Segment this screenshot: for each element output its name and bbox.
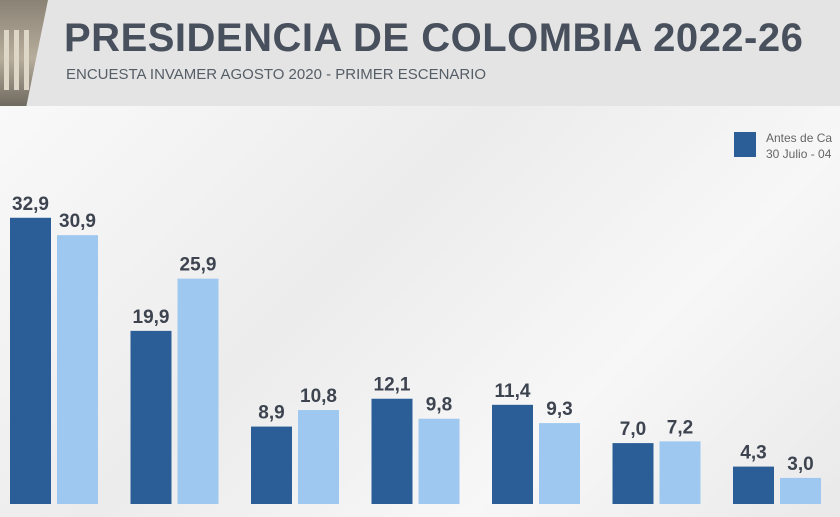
bar-series-1-group-7	[733, 466, 774, 504]
legend: Antes de Ca 30 Julio - 04	[734, 131, 832, 161]
page-title: PRESIDENCIA DE COLOMBIA 2022-26	[64, 16, 804, 60]
data-label-series-1-group-2: 19,9	[133, 307, 170, 328]
data-label-series-2-group-3: 10,8	[300, 386, 337, 407]
data-label-series-1-group-3: 8,9	[258, 403, 284, 424]
page-subtitle: ENCUESTA INVAMER AGOSTO 2020 - PRIMER ES…	[66, 66, 487, 83]
data-label-series-2-group-5: 9,3	[546, 399, 572, 420]
data-label-series-1-group-6: 7,0	[620, 419, 646, 440]
bar-series-1-group-1	[10, 217, 51, 504]
bar-series-2-group-5	[539, 423, 580, 504]
data-label-series-2-group-2: 25,9	[180, 255, 217, 276]
legend-sublabel-series-1: 30 Julio - 04	[766, 147, 832, 161]
bar-series-1-group-4	[371, 398, 413, 504]
data-label-series-1-group-1: 32,9	[12, 194, 49, 215]
data-label-series-2-group-7: 3,0	[787, 454, 813, 475]
bar-series-2-group-2	[177, 278, 219, 504]
bar-series-1-group-2	[130, 330, 172, 504]
legend-swatch-series-1	[734, 132, 756, 157]
bar-series-1-group-3	[251, 426, 292, 504]
data-label-series-1-group-7: 4,3	[740, 443, 766, 464]
bar-series-2-group-3	[298, 410, 339, 504]
data-label-series-2-group-4: 9,8	[426, 395, 452, 416]
bar-chart: 32,9 19,9 8,9 12,1 11,4 7,0 4,3 30,9 25,9 10,8 9,8…	[10, 131, 832, 505]
chart-area: 32,9 19,9 8,9 12,1 11,4 7,0 4,3 30,9 25,9 10,8 9,8…	[0, 106, 840, 517]
bar-series-2-group-7	[780, 477, 821, 504]
bar-series-2-group-4	[418, 418, 460, 504]
bar-series-2-group-1	[57, 235, 98, 505]
data-label-series-2-group-6: 7,2	[667, 417, 693, 438]
header-banner: PRESIDENCIA DE COLOMBIA 2022-26 ENCUESTA…	[0, 0, 840, 106]
bar-series-1-group-5	[492, 404, 533, 504]
data-label-series-2-group-1: 30,9	[59, 211, 96, 232]
data-label-series-1-group-4: 12,1	[374, 375, 411, 396]
bar-series-2-group-6	[659, 441, 701, 504]
data-label-series-1-group-5: 11,4	[495, 381, 531, 402]
bar-series-1-group-6	[612, 443, 654, 504]
legend-label-series-1: Antes de Ca	[766, 131, 832, 145]
palace-photo	[0, 0, 48, 106]
